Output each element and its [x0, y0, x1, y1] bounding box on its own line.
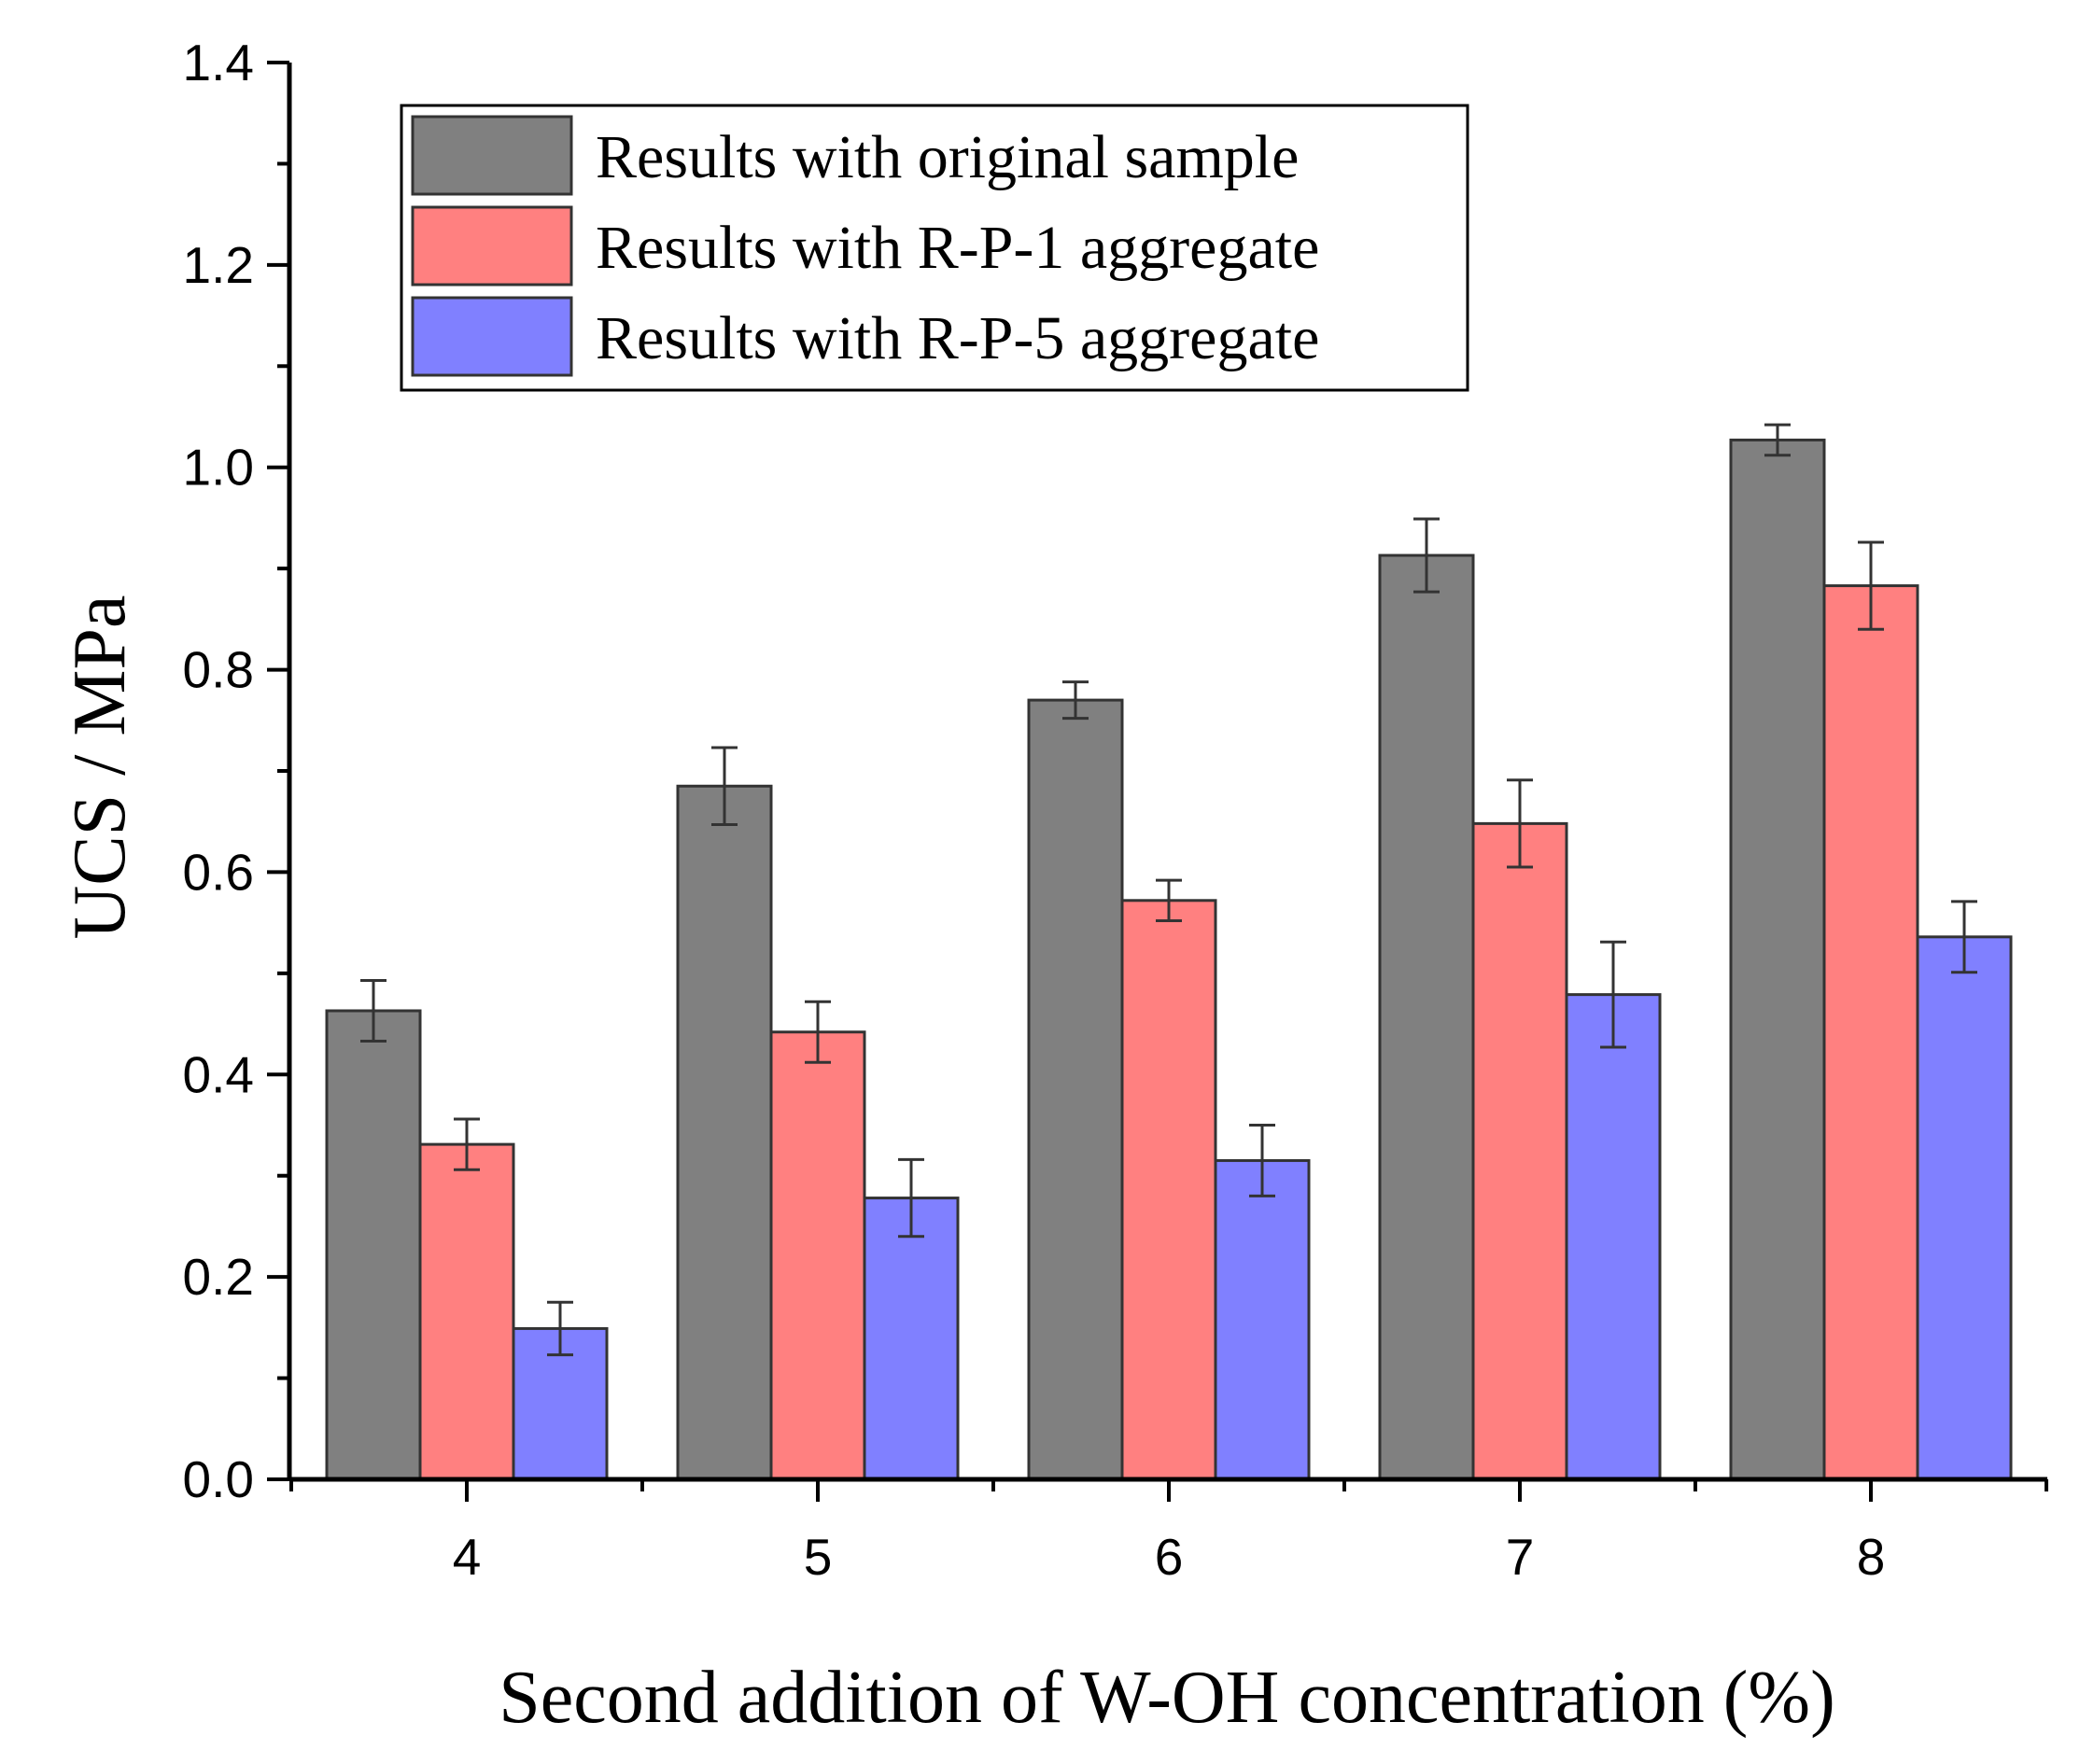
x-tick-label: 5 — [804, 1528, 833, 1586]
bar-1-cat-6 — [1027, 698, 1124, 1481]
error-bar-3-cat-5 — [898, 1157, 924, 1239]
error-bar-2-cat-4 — [454, 1117, 480, 1171]
error-bar-1-cat-7 — [1413, 517, 1440, 594]
error-bar-1-cat-5 — [711, 746, 738, 826]
y-tick-label: 1.4 — [183, 34, 254, 91]
y-tick-label: 0.2 — [183, 1248, 254, 1306]
error-bar-1-cat-6 — [1062, 680, 1089, 721]
bars-layer — [325, 438, 2013, 1481]
x-tick-label: 7 — [1506, 1528, 1535, 1586]
y-tick-label: 0.4 — [183, 1045, 254, 1103]
legend-item-1: Results with original sample — [411, 115, 1299, 196]
x-tick-label: 6 — [1155, 1528, 1184, 1586]
bar-3-cat-8 — [1916, 935, 2013, 1481]
bar-2-cat-6 — [1120, 899, 1217, 1481]
y-tick-label: 1.2 — [183, 236, 254, 294]
y-tick-label: 0.8 — [183, 641, 254, 699]
bar-3-cat-5 — [863, 1197, 960, 1481]
axes-layer: 0.0 0.2 0.4 0.6 0.8 1.0 1.2 1.4 4 5 6 7 8 — [183, 34, 2048, 1586]
error-bar-2-cat-6 — [1156, 878, 1182, 922]
bar-1-cat-4 — [325, 1009, 422, 1481]
x-tick-label: 4 — [453, 1528, 482, 1586]
y-tick-label: 0.6 — [183, 843, 254, 901]
error-bar-2-cat-7 — [1507, 778, 1533, 869]
bar-3-cat-7 — [1565, 993, 1662, 1481]
bar-2-cat-7 — [1471, 821, 1568, 1481]
legend-item-3: Results with R-P-5 aggregate — [411, 296, 1319, 377]
y-tick-label: 0.0 — [183, 1450, 254, 1508]
y-axis-title: UCS / MPa — [59, 595, 141, 940]
x-axis-title: Second addition of W-OH concentration (%… — [499, 1657, 1834, 1739]
error-bar-3-cat-8 — [1951, 900, 1977, 974]
bar-1-cat-7 — [1378, 553, 1475, 1481]
bar-2-cat-5 — [769, 1030, 866, 1481]
legend-label: Results with R-P-5 aggregate — [596, 304, 1319, 372]
x-tick-label: 8 — [1857, 1528, 1886, 1586]
error-bar-3-cat-4 — [547, 1300, 573, 1357]
error-bar-3-cat-6 — [1249, 1124, 1275, 1197]
legend-label: Results with R-P-1 aggregate — [596, 214, 1319, 282]
y-tick-label: 1.0 — [183, 439, 254, 497]
bar-3-cat-6 — [1214, 1158, 1311, 1481]
error-bar-1-cat-4 — [360, 978, 386, 1043]
legend: Results with original sample Results with… — [400, 104, 1469, 392]
legend-swatch — [411, 205, 573, 287]
error-bar-2-cat-8 — [1858, 540, 1884, 631]
legend-label: Results with original sample — [596, 123, 1299, 191]
bar-2-cat-4 — [418, 1142, 515, 1481]
bar-1-cat-5 — [676, 784, 773, 1481]
bar-2-cat-8 — [1822, 584, 1919, 1481]
bar-1-cat-8 — [1729, 438, 1826, 1481]
error-bar-3-cat-7 — [1600, 940, 1626, 1049]
error-bar-2-cat-5 — [805, 1000, 831, 1064]
legend-swatch — [411, 296, 573, 377]
legend-item-2: Results with R-P-1 aggregate — [411, 205, 1319, 287]
error-bars-layer — [360, 423, 1977, 1357]
error-bar-1-cat-8 — [1764, 423, 1791, 457]
legend-frame — [400, 104, 1469, 392]
legend-swatch — [411, 115, 573, 196]
